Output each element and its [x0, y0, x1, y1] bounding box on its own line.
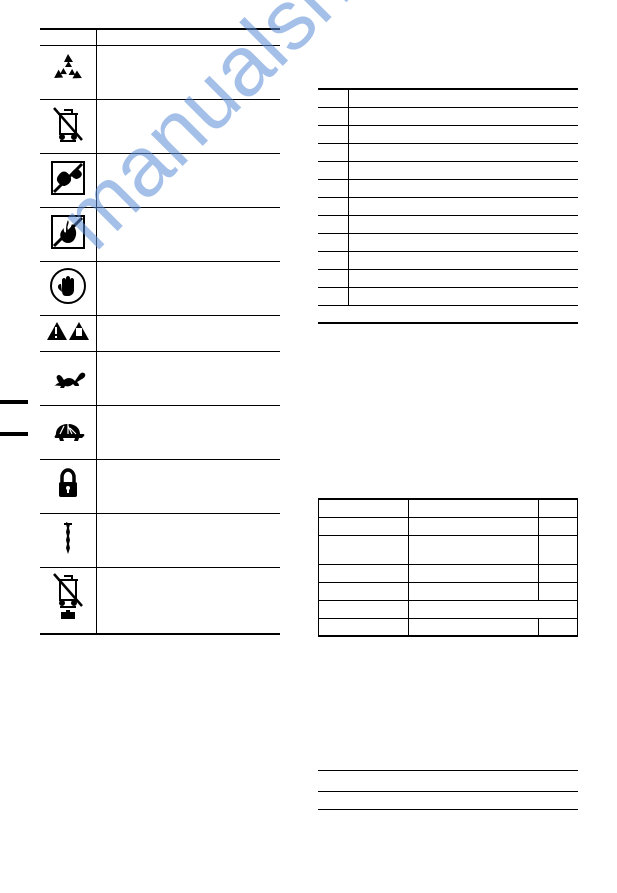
- symbols-table: Symbol Explanation Recycle packaging. Wa…: [40, 28, 280, 635]
- intended-use-title: INTENDED USE: [318, 754, 378, 763]
- table-row: Max torque40 Nm50 Nm: [319, 582, 578, 600]
- battery-bin-icon: [48, 572, 88, 624]
- table-row: Batteries should be recycled. Do not dis…: [40, 568, 280, 635]
- symbol-desc: Drilling setting.: [96, 514, 280, 568]
- recycle-icon: [48, 50, 88, 90]
- no-water-icon: [48, 158, 88, 198]
- table-row: 8Battery pack: [318, 215, 578, 233]
- intended-use-table: This cordless drill/driver is intended f…: [318, 770, 578, 810]
- specs-table: ModelCD18CD18X Voltage18 V ⎓ 18 V ⎓ No-l…: [318, 498, 578, 637]
- table-row: Accessories may vary by model.: [318, 305, 578, 323]
- turtle-icon: [48, 410, 88, 450]
- symbol-desc: Chuck lock position.: [96, 460, 280, 514]
- symbols-header-icon: Symbol: [40, 29, 96, 46]
- table-row: Chuck lock position.: [40, 460, 280, 514]
- table-row: This cordless drill/driver is intended f…: [318, 771, 578, 792]
- weee-bin-icon: [48, 104, 88, 144]
- dc-symbol-icon: [437, 522, 447, 530]
- symbol-desc: Batteries should be recycled. Do not dis…: [96, 568, 280, 635]
- table-row: 12Carry case: [318, 287, 578, 305]
- rabbit-icon: [48, 356, 88, 396]
- table-row: 3Torque adjustment ring: [318, 125, 578, 143]
- table-row: ModelCD18CD18X: [319, 499, 578, 517]
- table-row: 6Trigger switch: [318, 179, 578, 197]
- table-row: Waste electrical products should not be …: [40, 100, 280, 154]
- table-row: 5Forward/reverse button: [318, 161, 578, 179]
- table-row: Low speed.: [40, 406, 280, 460]
- symbol-desc: Waste electrical products should not be …: [96, 100, 280, 154]
- table-row: 2Keyless chuck: [318, 107, 578, 125]
- symbol-desc: Do not immerse charger in water.: [96, 154, 280, 208]
- page-language-tab: EN: [0, 400, 28, 436]
- table-row: Refer to instruction manual.: [40, 316, 280, 352]
- table-row: 7LED work light: [318, 197, 578, 215]
- symbols-header-desc: Explanation: [96, 29, 280, 46]
- table-row: Do not incinerate battery.: [40, 208, 280, 262]
- symbol-desc: High speed.: [96, 352, 280, 406]
- symbol-desc: Do not incinerate battery.: [96, 208, 280, 262]
- gloves-icon: [48, 266, 88, 306]
- table-row: Chuck capacity13 mm13 mm: [319, 564, 578, 582]
- drill-icon: [48, 518, 88, 558]
- warning-pair-icon: [45, 320, 91, 342]
- table-row: No-load speed0–400 / 0–1500 min⁻¹0–450 /…: [319, 535, 578, 564]
- lock-icon: [48, 464, 88, 504]
- table-row: 9Belt clip: [318, 233, 578, 251]
- table-row: Voltage18 V ⎓ 18 V ⎓: [319, 517, 578, 535]
- symbol-desc: Recycle packaging.: [96, 46, 280, 100]
- table-row: Drilling setting.: [40, 514, 280, 568]
- table-row: Do not immerse charger in water.: [40, 154, 280, 208]
- table-row: Recycle packaging.: [40, 46, 280, 100]
- symbol-desc: Wear protective gloves.: [96, 262, 280, 316]
- accessories-title: STANDARD ACCESSORIES: [318, 72, 421, 81]
- table-row: 4Speed selector: [318, 143, 578, 161]
- table-row: 1Drill/driver: [318, 89, 578, 107]
- symbol-desc: Low speed.: [96, 406, 280, 460]
- specs-title: Technical Specifications: [318, 485, 578, 494]
- table-row: High speed.: [40, 352, 280, 406]
- page-language-label: EN: [0, 404, 28, 432]
- accessories-table: 1Drill/driver 2Keyless chuck 3Torque adj…: [318, 88, 578, 324]
- table-row: Weight1.3 kg1.4 kg: [319, 618, 578, 636]
- table-row: Do not use for any other purpose.: [318, 792, 578, 810]
- table-row: Battery typeLi-ion: [319, 600, 578, 618]
- table-row: Wear protective gloves.: [40, 262, 280, 316]
- table-row: 10Charger: [318, 251, 578, 269]
- no-fire-icon: [48, 212, 88, 252]
- table-row: 11Double-ended bit: [318, 269, 578, 287]
- symbol-desc: Refer to instruction manual.: [96, 316, 280, 352]
